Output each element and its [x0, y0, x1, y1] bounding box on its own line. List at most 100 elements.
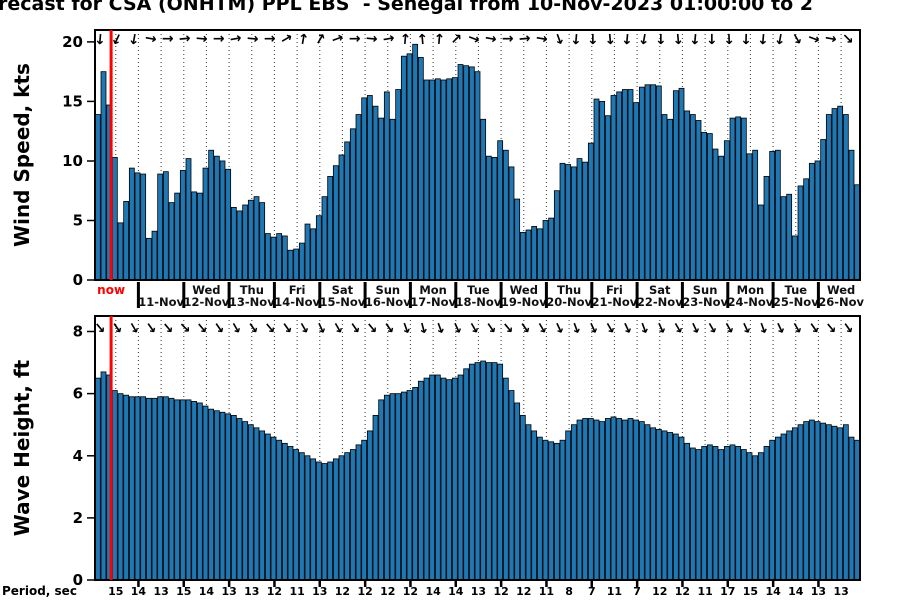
- wave-bar: [202, 405, 209, 581]
- wind-bar: [242, 204, 249, 281]
- wind-bar: [111, 156, 118, 281]
- wind-bar: [389, 118, 396, 281]
- day-boundary-tick: [680, 282, 684, 308]
- day-boundary-tick: [635, 282, 639, 308]
- wave-bar: [684, 442, 691, 581]
- wind-bar: [837, 105, 844, 281]
- wind-bar: [264, 233, 271, 281]
- date-label: 24-Nov: [727, 295, 773, 309]
- wind-bar: [842, 114, 849, 281]
- wind-bar: [191, 191, 198, 281]
- wave-bar: [463, 368, 470, 581]
- period-value: 11: [607, 585, 622, 598]
- period-value: 12: [380, 585, 395, 598]
- wave-bar: [276, 439, 283, 581]
- wave-bar: [729, 444, 736, 581]
- wind-bar: [593, 98, 600, 281]
- period-value: 13: [312, 585, 327, 598]
- wind-arrow-icon: →: [264, 31, 276, 47]
- day-boundary-tick: [318, 580, 321, 587]
- wind-bar: [553, 190, 560, 281]
- wave-arrow-icon: →: [668, 319, 688, 337]
- date-label: 25-Nov: [773, 295, 819, 309]
- wind-bar: [576, 158, 583, 281]
- wind-arrow-icon: →: [721, 33, 737, 46]
- wind-bar: [514, 198, 521, 281]
- wind-bar: [763, 176, 770, 281]
- wind-bar: [825, 114, 832, 281]
- wind-bar: [638, 86, 645, 281]
- wave-arrow-icon: →: [192, 318, 212, 337]
- wave-bar: [582, 418, 589, 581]
- wind-arrow-icon: →: [431, 32, 448, 45]
- period-value: 11: [539, 585, 554, 598]
- wind-bar: [355, 114, 362, 281]
- wind-arrow-icon: →: [447, 29, 467, 49]
- wind-arrow-icon: →: [567, 32, 584, 45]
- wave-arrow-icon: →: [379, 319, 399, 338]
- wave-bar: [372, 414, 379, 581]
- wave-arrow-icon: →: [124, 319, 144, 337]
- wind-bar: [497, 140, 504, 281]
- date-label: 11-Nov: [138, 295, 184, 309]
- day-boundary-tick: [454, 580, 457, 587]
- wave-bar: [491, 362, 498, 581]
- wind-bar: [570, 166, 577, 281]
- wave-bar: [213, 410, 220, 581]
- period-value: 12: [267, 585, 282, 598]
- wind-bar: [151, 230, 158, 281]
- wave-arrow-icon: →: [651, 319, 671, 337]
- wind-bar: [769, 151, 776, 281]
- wind-bar: [338, 154, 345, 281]
- wave-bar: [361, 439, 368, 581]
- wind-bar: [627, 89, 634, 281]
- wind-bar: [548, 217, 555, 281]
- wind-bar: [361, 97, 368, 281]
- day-of-week-label: Tue: [467, 283, 490, 297]
- wave-bar: [746, 452, 753, 581]
- wind-bar: [94, 114, 101, 281]
- wind-tick-label: 15: [62, 92, 83, 110]
- wave-tick-label: 4: [73, 447, 83, 465]
- wave-bar: [695, 449, 702, 581]
- wave-arrow-icon: →: [838, 319, 858, 338]
- wave-bar: [157, 396, 164, 581]
- wind-bar: [536, 228, 543, 281]
- wave-bar: [672, 433, 679, 581]
- wind-bar: [417, 56, 424, 281]
- wind-arrow-icon: →: [246, 31, 259, 48]
- wind-bar: [196, 192, 203, 281]
- wind-arrow-icon: →: [195, 31, 208, 48]
- wind-arrow-icon: →: [754, 32, 771, 45]
- wind-bar: [315, 215, 322, 281]
- wave-bar: [259, 430, 266, 581]
- wind-bar: [610, 95, 617, 281]
- wind-bar: [525, 229, 532, 281]
- wave-bar: [378, 399, 385, 581]
- wave-bar: [434, 374, 441, 581]
- wind-bar: [587, 142, 594, 281]
- wind-arrow-icon: →: [618, 32, 635, 45]
- wave-bar: [559, 439, 566, 581]
- wind-bar: [786, 193, 793, 281]
- wind-bar: [757, 204, 764, 281]
- wind-arrow-icon: →: [824, 30, 839, 48]
- wave-bar: [536, 436, 543, 581]
- date-label: 20-Nov: [546, 295, 592, 309]
- wave-arrow-icon: →: [787, 319, 807, 337]
- wave-bar: [298, 452, 305, 581]
- wind-bar: [684, 110, 691, 281]
- wave-bar: [576, 419, 583, 581]
- wave-bar: [417, 380, 424, 581]
- day-boundary-tick: [137, 580, 140, 587]
- day-of-week-label: Mon: [737, 283, 765, 297]
- date-label: 14-Nov: [274, 295, 320, 309]
- period-value: 17: [720, 585, 735, 598]
- wave-bar: [740, 449, 747, 581]
- period-value: 14: [448, 585, 464, 598]
- period-value: 13: [833, 585, 848, 598]
- wind-bar: [831, 108, 838, 281]
- wave-bar: [174, 399, 181, 581]
- day-of-week-label: Wed: [827, 283, 855, 297]
- day-boundary-tick: [499, 282, 503, 308]
